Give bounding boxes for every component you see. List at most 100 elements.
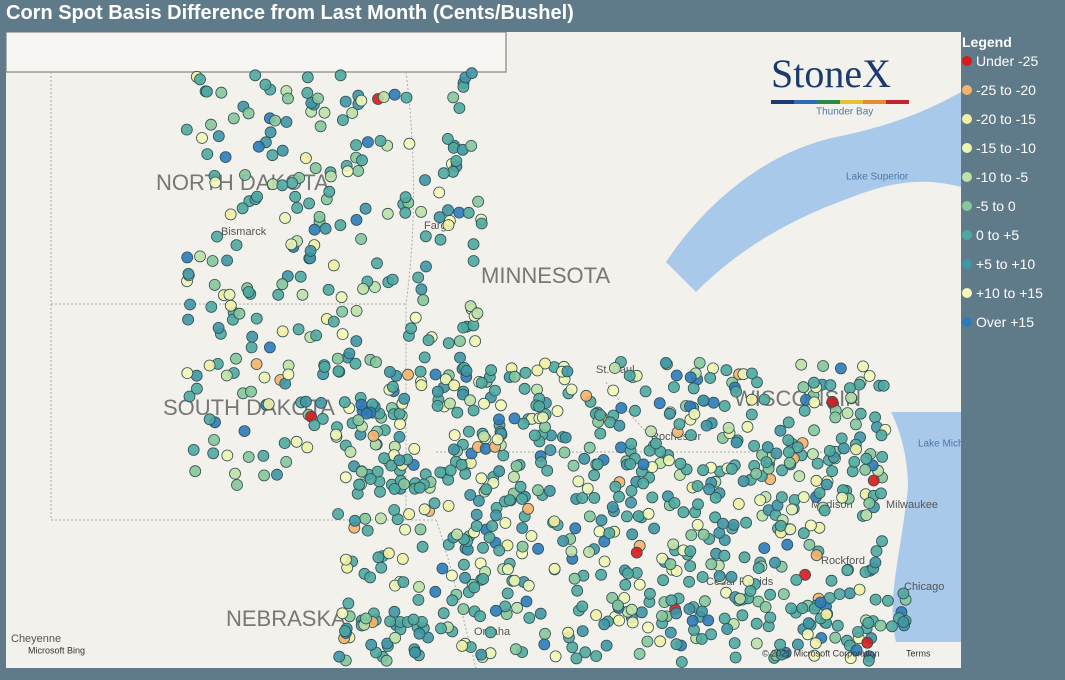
site-marker [489, 604, 502, 617]
site-marker [493, 544, 506, 557]
site-marker [388, 605, 401, 618]
site-marker [429, 585, 442, 598]
site-marker [853, 583, 866, 596]
site-marker [393, 407, 406, 420]
site-marker [399, 206, 412, 219]
site-marker [374, 512, 387, 525]
site-marker [665, 594, 678, 607]
site-marker [334, 219, 347, 232]
site-marker [539, 357, 551, 370]
site-marker [464, 489, 477, 501]
site-marker [444, 464, 457, 477]
site-marker [543, 484, 556, 497]
site-marker [544, 444, 557, 457]
legend-item: -15 to -10 [962, 140, 1043, 169]
site-marker [625, 437, 638, 450]
site-marker [764, 588, 776, 601]
site-marker [808, 376, 820, 389]
site-marker [472, 195, 485, 208]
legend-title: Legend [962, 34, 1012, 50]
site-marker [799, 568, 811, 581]
site-marker [580, 389, 593, 402]
site-marker [632, 510, 645, 523]
site-marker [509, 643, 522, 656]
site-marker [829, 411, 842, 424]
site-marker [258, 469, 271, 482]
site-marker [691, 518, 704, 531]
site-marker [537, 411, 549, 424]
site-marker [793, 470, 806, 483]
site-marker [668, 381, 680, 394]
site-marker [478, 397, 490, 410]
site-marker [803, 538, 816, 551]
bing-credit: Microsoft Bing [28, 645, 85, 655]
site-marker [339, 625, 351, 637]
site-marker [252, 140, 265, 153]
site-marker [581, 482, 594, 495]
legend-item: +5 to +10 [962, 256, 1043, 285]
site-marker [448, 379, 461, 392]
site-marker [475, 217, 488, 230]
site-marker [565, 383, 578, 396]
site-marker [862, 654, 875, 667]
site-marker [194, 73, 206, 86]
site-marker [516, 492, 528, 505]
site-marker [727, 518, 740, 531]
site-marker [697, 394, 710, 407]
site-marker [381, 637, 394, 650]
site-marker [433, 211, 446, 224]
site-marker [445, 569, 458, 582]
site-marker [386, 380, 399, 393]
site-marker [229, 467, 241, 480]
site-marker [286, 177, 299, 189]
site-marker [637, 477, 650, 490]
site-marker [372, 551, 385, 564]
site-marker [820, 478, 833, 491]
site-marker [211, 230, 223, 243]
site-marker [453, 102, 466, 114]
site-marker [400, 91, 413, 104]
site-marker [532, 542, 544, 555]
site-marker [301, 441, 314, 454]
site-marker [251, 190, 264, 203]
site-marker [600, 639, 613, 652]
site-marker [468, 581, 481, 594]
site-marker [442, 219, 455, 232]
place-label: MINNESOTA [481, 263, 610, 288]
site-marker [518, 382, 531, 395]
site-marker [684, 560, 697, 572]
site-marker [845, 391, 857, 404]
site-marker [774, 424, 787, 437]
site-marker [633, 648, 646, 660]
site-marker [737, 475, 750, 488]
site-marker [331, 352, 344, 365]
site-marker [697, 464, 709, 477]
site-marker [595, 568, 607, 581]
site-marker [508, 370, 521, 383]
site-marker [405, 322, 418, 335]
site-marker [776, 491, 788, 504]
site-marker [754, 494, 767, 507]
site-marker [264, 126, 277, 139]
site-marker [433, 186, 446, 199]
canada-border [6, 32, 507, 73]
site-marker [531, 364, 544, 377]
site-marker [399, 191, 412, 204]
site-marker [249, 69, 262, 82]
site-marker [516, 522, 529, 534]
site-marker [667, 538, 680, 551]
site-marker [353, 478, 366, 491]
legend-swatch [962, 317, 972, 327]
site-marker [576, 625, 589, 637]
site-marker [591, 458, 604, 471]
site-marker [820, 608, 833, 621]
terms-link[interactable]: Terms [906, 648, 931, 658]
site-marker [790, 574, 803, 586]
site-marker [454, 351, 466, 364]
site-marker [451, 528, 463, 541]
site-marker [399, 523, 412, 536]
site-marker [570, 652, 583, 665]
site-marker [850, 644, 863, 657]
site-marker [626, 528, 639, 541]
